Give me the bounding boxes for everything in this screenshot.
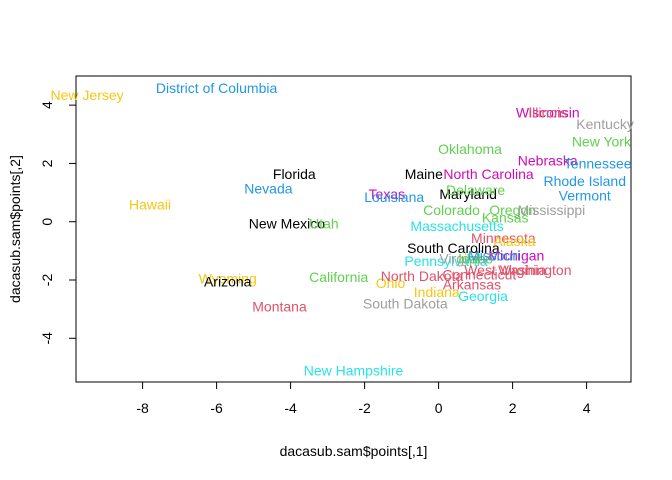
point-label: Ohio <box>376 275 406 291</box>
point-label: Mississippi <box>518 202 586 218</box>
x-axis-title: dacasub.sam$points[,1] <box>280 443 428 459</box>
point-label: Arkansas <box>443 277 501 293</box>
plot-frame <box>75 75 632 383</box>
point-label: Arizona <box>204 274 252 290</box>
point-label: New Mexico <box>249 215 325 231</box>
point-label: Georgia <box>458 288 508 304</box>
point-label: Hawaii <box>129 196 171 212</box>
point-label: West Virginia <box>464 262 546 278</box>
point-label: South Dakota <box>363 295 448 311</box>
point-label: Oklahoma <box>438 141 502 157</box>
point-label: Rhode Island <box>543 173 626 189</box>
point-label: North Carolina <box>443 166 533 182</box>
point-label: New Hampshire <box>304 363 404 379</box>
point-label: Minnesota <box>471 230 536 246</box>
y-axis: -4 -2 0 2 4 <box>39 101 77 345</box>
point-label: Michigan <box>488 247 544 263</box>
point-label: Wyoming <box>199 271 257 287</box>
point-label: Massachusetts <box>410 218 503 234</box>
y-tick-label: -4 <box>39 332 55 345</box>
point-label: Florida <box>273 166 316 182</box>
x-tick-label: 0 <box>435 400 443 416</box>
point-label: Montana <box>252 298 307 314</box>
point-label: California <box>309 269 368 285</box>
point-label: Nebraska <box>518 153 578 169</box>
point-label: Texas <box>369 186 406 202</box>
point-label: Pennsylvania <box>404 253 487 269</box>
point-label: District of Columbia <box>156 80 278 96</box>
point-label: Maryland <box>439 186 497 202</box>
point-label: Alaska <box>493 233 535 249</box>
y-axis-title: dacasub.sam$points[,2] <box>7 155 23 303</box>
point-label: Vermont <box>559 188 611 204</box>
x-tick-label: -8 <box>136 400 149 416</box>
point-label: North Dakota <box>381 268 464 284</box>
point-label: Washington <box>498 262 571 278</box>
point-label: Oregon <box>489 202 536 218</box>
point-label: Kansas <box>482 210 529 226</box>
point-label: Utah <box>309 215 339 231</box>
y-tick-label: -2 <box>39 274 55 287</box>
x-tick-label: -6 <box>210 400 223 416</box>
point-label: Maine <box>405 166 443 182</box>
point-label: Virginia <box>439 250 486 266</box>
point-label: Delaware <box>446 182 505 198</box>
point-label: Connecticut <box>442 266 516 282</box>
point-label: New York <box>572 134 632 150</box>
y-tick-label: 2 <box>39 159 55 167</box>
x-axis: -8 -6 -4 -2 0 2 4 <box>136 381 591 416</box>
x-tick-label: -4 <box>284 400 297 416</box>
point-label: Louisiana <box>364 189 424 205</box>
point-label: Kentucky <box>576 116 634 132</box>
point-labels: New Jersey District of Columbia Hawaii Neva… <box>51 80 634 379</box>
point-label: Nevada <box>244 180 292 196</box>
point-label: Tennessee <box>564 156 632 172</box>
point-label: Wisconsin <box>516 105 580 121</box>
point-label: Illinois <box>528 105 567 121</box>
x-tick-label: -2 <box>358 400 371 416</box>
y-tick-label: 0 <box>39 218 55 226</box>
point-label: Colorado <box>423 202 480 218</box>
point-label: Indiana <box>414 284 460 300</box>
point-label: Missouri <box>468 247 520 263</box>
point-label: New Jersey <box>51 87 124 103</box>
y-tick-label: 4 <box>39 101 55 109</box>
point-label: Idaho <box>458 250 493 266</box>
x-tick-label: 2 <box>509 400 517 416</box>
point-label: South Carolina <box>407 240 500 256</box>
x-tick-label: 4 <box>583 400 591 416</box>
